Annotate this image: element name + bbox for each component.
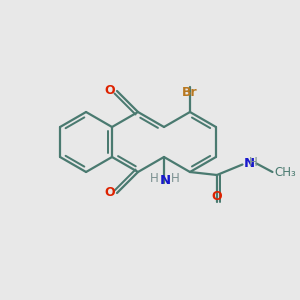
Text: CH₃: CH₃ — [274, 166, 296, 178]
Text: N: N — [244, 157, 255, 170]
Text: Br: Br — [182, 85, 198, 98]
Text: H: H — [150, 172, 158, 184]
Text: H: H — [249, 157, 258, 169]
Text: O: O — [104, 187, 115, 200]
Text: N: N — [159, 175, 170, 188]
Text: O: O — [104, 85, 115, 98]
Text: H: H — [171, 172, 179, 184]
Text: O: O — [212, 190, 222, 203]
